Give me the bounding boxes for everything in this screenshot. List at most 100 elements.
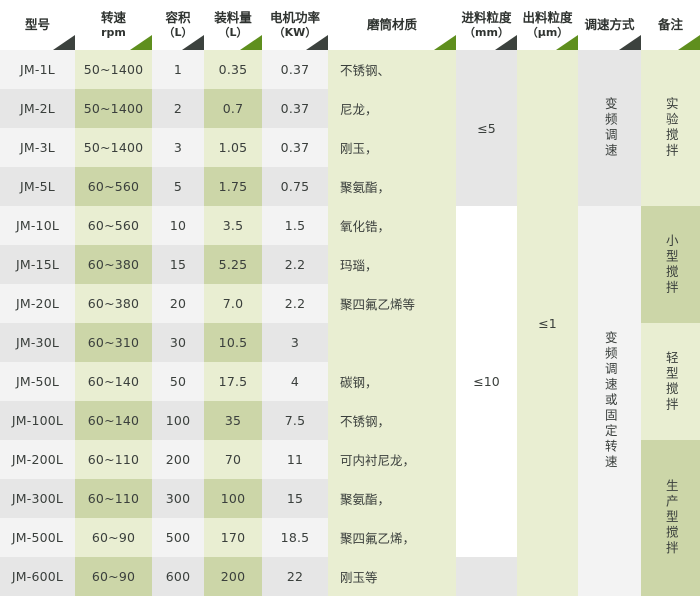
corner-triangle-icon — [182, 35, 204, 50]
cell-remark-merged: 轻型搅拌 — [641, 323, 700, 440]
cell-speedmode-merged: 变频调速 — [578, 50, 641, 206]
cell-charge: 1.75 — [204, 167, 262, 206]
cell-power: 7.5 — [262, 401, 328, 440]
cell-power: 3 — [262, 323, 328, 362]
cell-volume: 1 — [152, 50, 204, 89]
material-line: 刚玉， — [340, 141, 378, 156]
material-line — [340, 323, 452, 362]
cell-remark-merged: 生产型搅拌 — [641, 440, 700, 596]
column-header-label: 转速 — [100, 10, 126, 26]
corner-triangle-icon — [495, 35, 517, 50]
material-line: 刚玉等 — [340, 570, 378, 585]
material-line: 聚氨酯， — [340, 492, 391, 507]
cell-power: 4 — [262, 362, 328, 401]
corner-triangle-icon — [678, 35, 700, 50]
material-line: 聚氨酯， — [340, 180, 391, 195]
cell-model: JM-100L — [0, 401, 75, 440]
cell-speed: 60~90 — [75, 518, 152, 557]
cell-volume: 30 — [152, 323, 204, 362]
cell-power: 0.37 — [262, 128, 328, 167]
remark-value: 轻型搅拌 — [663, 350, 679, 413]
remark-value: 小型搅拌 — [663, 233, 679, 296]
cell-volume: 10 — [152, 206, 204, 245]
cell-charge: 7.0 — [204, 284, 262, 323]
material-line: 聚四氟乙烯等 — [340, 297, 416, 312]
corner-triangle-icon — [130, 35, 152, 50]
cell-charge: 35 — [204, 401, 262, 440]
cell-model: JM-5L — [0, 167, 75, 206]
column-header-label: 装料量 — [214, 10, 252, 26]
cell-volume: 600 — [152, 557, 204, 596]
column-header-charge: 装料量 （L） — [204, 0, 262, 50]
column-header-unit: （KW） — [273, 25, 317, 39]
cell-volume: 500 — [152, 518, 204, 557]
column-header-speed: 转速 rpm — [75, 0, 152, 50]
corner-triangle-icon — [434, 35, 456, 50]
material-line: 氧化锆， — [340, 219, 391, 234]
column-header-outsize: 出料粒度 （μm） — [517, 0, 578, 50]
cell-model: JM-3L — [0, 128, 75, 167]
column-header-label: 型号 — [24, 17, 50, 33]
cell-speed: 60~90 — [75, 557, 152, 596]
bottom-edge — [0, 596, 700, 606]
cell-charge: 5.25 — [204, 245, 262, 284]
material-line: 玛瑙， — [340, 258, 378, 273]
column-header-label: 出料粒度 — [522, 10, 573, 26]
cell-charge: 10.5 — [204, 323, 262, 362]
outsize-value: ≤1 — [538, 315, 557, 331]
cell-volume: 200 — [152, 440, 204, 479]
cell-speed: 50~1400 — [75, 128, 152, 167]
table-header-row: 型号 转速 rpm 容积 （L） 装料量 （L） 电机功率 （KW） 磨筒材质 进料粒度 （mm） 出料… — [0, 0, 700, 50]
material-line: 不锈钢、 — [340, 63, 391, 78]
cell-power: 0.37 — [262, 50, 328, 89]
column-header-speedmode: 调速方式 — [578, 0, 641, 50]
column-header-unit: rpm — [101, 25, 126, 39]
feedsize-value: ≤5 — [477, 120, 496, 136]
cell-model: JM-15L — [0, 245, 75, 284]
material-line: 可内衬尼龙， — [340, 453, 416, 468]
cell-power: 22 — [262, 557, 328, 596]
material-line: 聚四氟乙烯， — [340, 531, 416, 546]
cell-charge: 100 — [204, 479, 262, 518]
cell-model: JM-300L — [0, 479, 75, 518]
cell-speed: 50~1400 — [75, 89, 152, 128]
cell-charge: 17.5 — [204, 362, 262, 401]
cell-speed: 60~380 — [75, 245, 152, 284]
cell-model: JM-30L — [0, 323, 75, 362]
cell-charge: 70 — [204, 440, 262, 479]
cell-feedsize-merged — [456, 557, 517, 596]
cell-model: JM-2L — [0, 89, 75, 128]
column-header-power: 电机功率 （KW） — [262, 0, 328, 50]
cell-model: JM-50L — [0, 362, 75, 401]
cell-power: 18.5 — [262, 518, 328, 557]
cell-remark-merged: 实验搅拌 — [641, 50, 700, 206]
remark-value: 实验搅拌 — [663, 97, 679, 159]
corner-triangle-icon — [556, 35, 578, 50]
cell-charge: 1.05 — [204, 128, 262, 167]
cell-speed: 60~310 — [75, 323, 152, 362]
cell-model: JM-600L — [0, 557, 75, 596]
cell-speed: 60~140 — [75, 401, 152, 440]
cell-charge: 3.5 — [204, 206, 262, 245]
cell-power: 2.2 — [262, 245, 328, 284]
column-header-feedsize: 进料粒度 （mm） — [456, 0, 517, 50]
speedmode-value: 变频调速或固定转速 — [602, 331, 618, 471]
cell-power: 0.37 — [262, 89, 328, 128]
cell-volume: 15 — [152, 245, 204, 284]
cell-power: 2.2 — [262, 284, 328, 323]
cell-volume: 5 — [152, 167, 204, 206]
cell-outsize-merged: ≤1 — [517, 50, 578, 596]
cell-speed: 60~110 — [75, 479, 152, 518]
cell-model: JM-500L — [0, 518, 75, 557]
cell-model: JM-20L — [0, 284, 75, 323]
cell-speedmode-merged: 变频调速或固定转速 — [578, 206, 641, 596]
cell-volume: 20 — [152, 284, 204, 323]
feedsize-value: ≤10 — [473, 374, 500, 389]
cell-remark-merged: 小型搅拌 — [641, 206, 700, 323]
cell-volume: 300 — [152, 479, 204, 518]
cell-volume: 50 — [152, 362, 204, 401]
cell-feedsize-merged: ≤5 — [456, 50, 517, 206]
cell-power: 1.5 — [262, 206, 328, 245]
cell-charge: 0.7 — [204, 89, 262, 128]
cell-volume: 2 — [152, 89, 204, 128]
